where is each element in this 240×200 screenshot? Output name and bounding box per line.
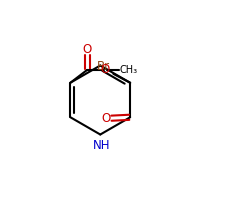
Text: Br: Br (97, 60, 110, 73)
Text: CH₃: CH₃ (119, 65, 138, 75)
Text: O: O (102, 112, 111, 125)
Text: NH: NH (93, 139, 111, 152)
Text: O: O (100, 63, 109, 76)
Text: O: O (83, 43, 92, 56)
